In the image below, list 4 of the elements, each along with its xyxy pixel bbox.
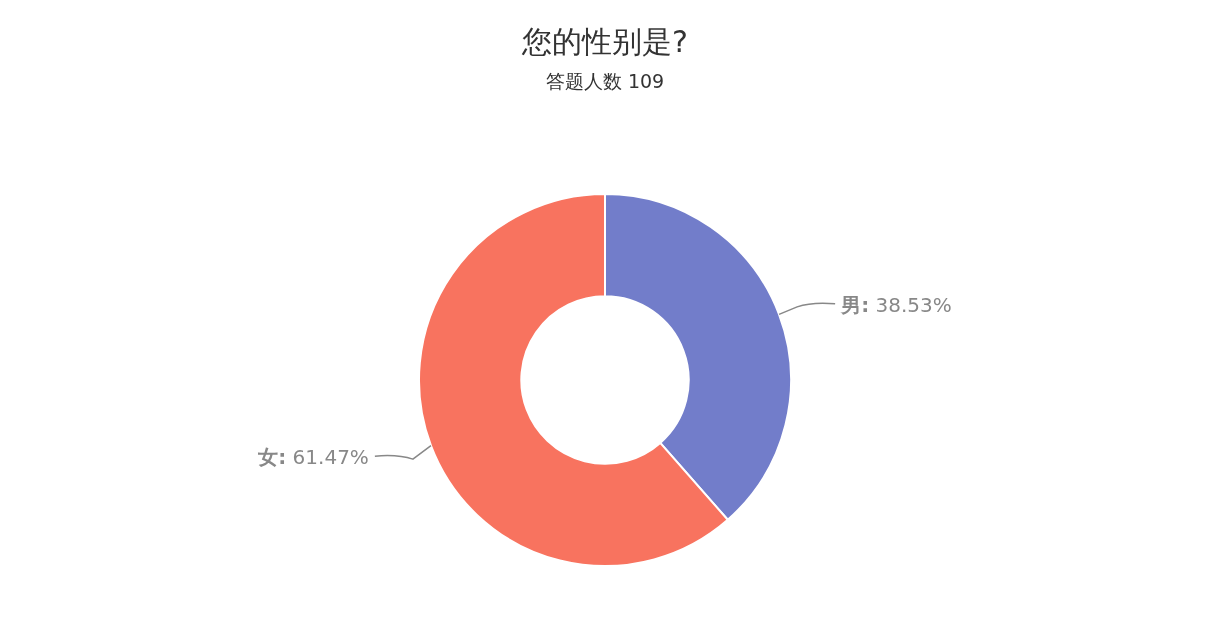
chart-title: 您的性别是? <box>521 24 688 59</box>
slice-label: 女: 61.47% <box>257 445 369 470</box>
chart-subtitle: 答题人数 109 <box>545 70 665 92</box>
slice-label: 男: 38.53% <box>840 292 952 317</box>
